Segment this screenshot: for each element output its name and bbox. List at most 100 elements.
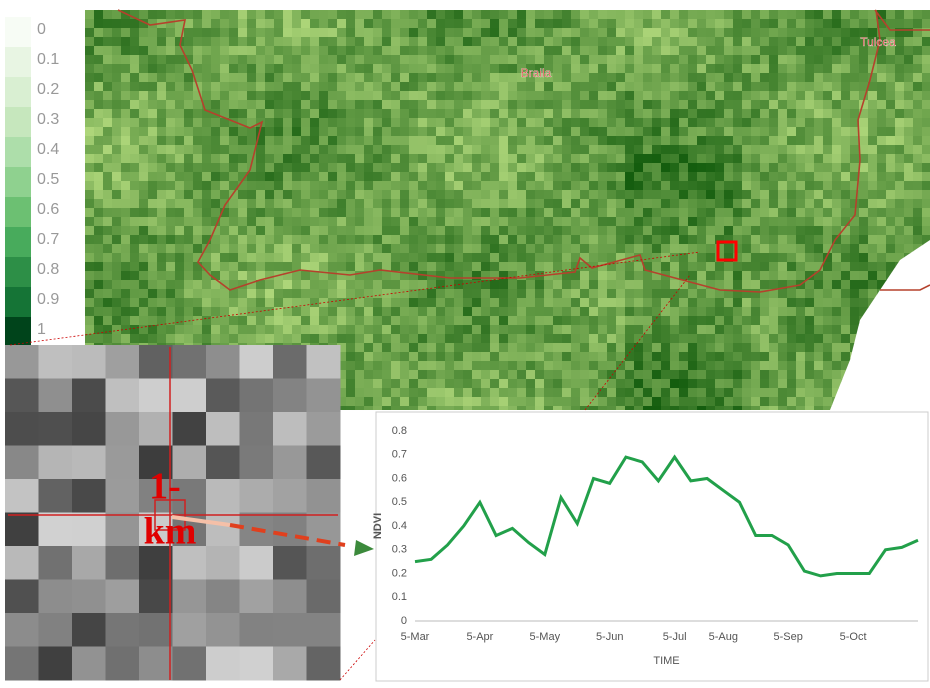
map-pixel (211, 334, 221, 344)
map-pixel (643, 361, 653, 371)
map-pixel (661, 109, 671, 119)
map-pixel (112, 19, 122, 29)
map-pixel (733, 199, 743, 209)
map-pixel (481, 28, 491, 38)
map-pixel (121, 64, 131, 74)
map-pixel (94, 46, 104, 56)
map-pixel (337, 226, 347, 236)
map-pixel (571, 55, 581, 65)
map-pixel (544, 298, 554, 308)
map-pixel (769, 316, 779, 326)
map-pixel (436, 154, 446, 164)
map-pixel (85, 181, 95, 191)
map-pixel (634, 181, 644, 191)
map-pixel (238, 190, 248, 200)
map-pixel (247, 199, 257, 209)
map-pixel (499, 244, 509, 254)
map-pixel (319, 46, 329, 56)
map-pixel (85, 235, 95, 245)
map-pixel (427, 163, 437, 173)
map-pixel (346, 145, 356, 155)
map-pixel (292, 181, 302, 191)
map-pixel (580, 181, 590, 191)
map-pixel (103, 19, 113, 29)
map-pixel (346, 379, 356, 389)
map-pixel (589, 37, 599, 47)
map-pixel (526, 352, 536, 362)
map-pixel (436, 244, 446, 254)
map-pixel (553, 28, 563, 38)
map-pixel (364, 289, 374, 299)
map-pixel (679, 55, 689, 65)
map-pixel (517, 280, 527, 290)
map-pixel (274, 217, 284, 227)
map-pixel (706, 253, 716, 263)
map-pixel (472, 325, 482, 335)
map-pixel (211, 55, 221, 65)
map-pixel (643, 244, 653, 254)
map-pixel (760, 46, 770, 56)
inset-pixel (139, 379, 173, 413)
map-pixel (427, 370, 437, 380)
map-pixel (382, 19, 392, 29)
map-pixel (670, 307, 680, 317)
map-pixel (787, 10, 797, 20)
map-pixel (355, 181, 365, 191)
map-pixel (598, 226, 608, 236)
map-pixel (769, 226, 779, 236)
map-pixel (895, 37, 905, 47)
map-pixel (499, 307, 509, 317)
map-pixel (544, 244, 554, 254)
map-pixel (427, 208, 437, 218)
map-pixel (697, 298, 707, 308)
map-pixel (409, 298, 419, 308)
map-pixel (112, 46, 122, 56)
map-pixel (508, 127, 518, 137)
map-pixel (265, 280, 275, 290)
map-pixel (778, 163, 788, 173)
map-pixel (544, 253, 554, 263)
map-pixel (454, 73, 464, 83)
map-pixel (463, 28, 473, 38)
map-pixel (319, 181, 329, 191)
map-pixel (886, 118, 896, 128)
map-pixel (463, 361, 473, 371)
map-pixel (427, 19, 437, 29)
map-pixel (922, 199, 930, 209)
inset-pixel (72, 613, 106, 647)
map-pixel (148, 55, 158, 65)
map-pixel (409, 325, 419, 335)
map-pixel (886, 64, 896, 74)
map-pixel (832, 244, 842, 254)
map-pixel (868, 163, 878, 173)
map-pixel (535, 154, 545, 164)
map-pixel (283, 217, 293, 227)
map-pixel (139, 55, 149, 65)
map-pixel (733, 388, 743, 398)
map-pixel (85, 289, 95, 299)
map-pixel (373, 136, 383, 146)
x-axis-label: TIME (653, 655, 679, 667)
map-pixel (310, 226, 320, 236)
map-pixel (121, 298, 131, 308)
map-pixel (895, 55, 905, 65)
map-pixel (499, 118, 509, 128)
map-pixel (220, 28, 230, 38)
map-pixel (643, 64, 653, 74)
map-pixel (382, 118, 392, 128)
map-pixel (670, 37, 680, 47)
map-pixel (400, 244, 410, 254)
inset-pixel (206, 647, 240, 681)
map-pixel (553, 280, 563, 290)
map-pixel (922, 163, 930, 173)
map-pixel (121, 91, 131, 101)
map-pixel (256, 181, 266, 191)
map-pixel (760, 316, 770, 326)
map-pixel (553, 370, 563, 380)
map-pixel (211, 127, 221, 137)
map-pixel (859, 217, 869, 227)
map-pixel (571, 172, 581, 182)
map-pixel (643, 334, 653, 344)
map-pixel (769, 10, 779, 20)
map-pixel (211, 163, 221, 173)
